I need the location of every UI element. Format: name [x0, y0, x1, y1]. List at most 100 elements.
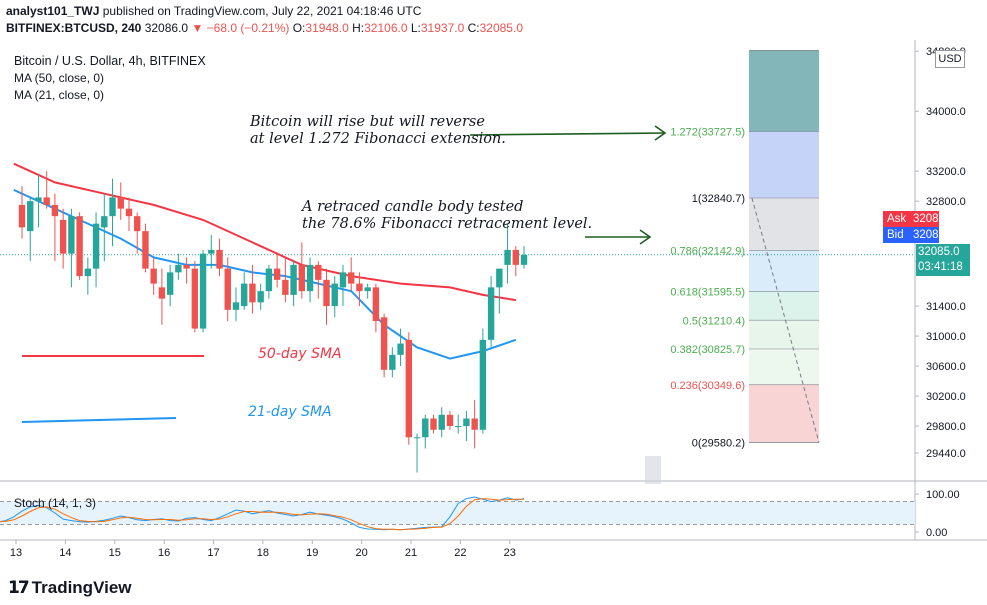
- time-tick-label: 14: [59, 547, 71, 559]
- candle-body: [27, 201, 34, 232]
- fib-zone: [749, 198, 819, 251]
- fib-level-label: 1(32840.7): [692, 193, 745, 205]
- time-tick-label: 17: [207, 547, 219, 559]
- bid-tag[interactable]: Bid 32085.0: [883, 227, 955, 243]
- time-tick-label: 21: [405, 547, 417, 559]
- candle-body: [199, 253, 207, 329]
- ma21-legend[interactable]: MA (21, close, 0): [14, 88, 105, 102]
- candle-body: [446, 414, 454, 427]
- candle-body: [76, 216, 83, 277]
- candle-body: [232, 302, 240, 310]
- retrace-arrow-head: [639, 229, 652, 245]
- price-tick-label: 31000.0: [926, 331, 966, 343]
- stoch-legend[interactable]: Stoch (14, 1, 3): [14, 496, 97, 510]
- tradingview-logo-icon: 𝟭𝟳: [8, 578, 30, 597]
- candle-body: [504, 249, 511, 265]
- high-value: 32106.0: [364, 21, 408, 35]
- candle-body: [438, 414, 445, 430]
- fib-zone: [749, 349, 819, 385]
- price-tick-label: 29440.0: [926, 448, 966, 460]
- price-tick-label: 34000.0: [926, 106, 966, 118]
- candle-body: [257, 291, 264, 303]
- candle-body: [397, 343, 404, 355]
- fib-level-label: 0.382(30825.7): [670, 344, 745, 356]
- sma21-legend-line: [21, 417, 177, 423]
- time-tick-label: 18: [257, 547, 269, 559]
- author-name[interactable]: analyst101_TWJ: [6, 4, 100, 18]
- low-value: 31937.0: [420, 21, 465, 35]
- candle-body: [471, 418, 478, 430]
- candle-body: [389, 354, 396, 370]
- open-label: O:: [292, 21, 306, 35]
- bar-countdown: 03:41:18: [918, 261, 963, 273]
- candle-body: [520, 254, 528, 265]
- candle-body: [339, 272, 347, 288]
- ask-tag[interactable]: Ask 32086.0: [883, 211, 955, 227]
- candle-body: [249, 283, 256, 303]
- fib-level-label: 1.272(33727.5): [670, 127, 745, 139]
- candle-body: [306, 264, 314, 292]
- candle-body: [479, 339, 487, 430]
- candle-body: [150, 268, 157, 284]
- rise-arrow: [469, 132, 666, 136]
- candle-body: [68, 216, 75, 254]
- candle-body: [43, 197, 50, 205]
- candle-body: [109, 197, 116, 217]
- close-value: 32085.0: [479, 21, 523, 35]
- time-tick-label: 16: [158, 547, 170, 559]
- rise-arrow-head: [654, 125, 667, 141]
- price-tick-label: 31400.0: [926, 301, 966, 313]
- candle-body: [463, 418, 470, 427]
- price-tick-label: 32800.0: [926, 196, 966, 208]
- time-tick-label: 19: [306, 547, 318, 559]
- candle-body: [51, 204, 59, 217]
- time-tick-label: 15: [109, 547, 121, 559]
- fib-zone: [749, 50, 819, 132]
- candle-body: [454, 426, 462, 428]
- chart-title: Bitcoin / U.S. Dollar, 4h, BITFINEX: [14, 54, 206, 68]
- tradingview-wordmark: TradingView: [31, 578, 132, 597]
- fib-level-label: 0.236(30349.6): [670, 380, 745, 392]
- candle-body: [265, 268, 273, 292]
- rise-annotation-line2: at level 1.272 Fibonacci extension.: [250, 131, 506, 147]
- time-tick-label: 13: [10, 547, 22, 559]
- candle-body: [18, 204, 26, 228]
- candle-body: [364, 287, 371, 292]
- candle-body: [117, 197, 124, 209]
- currency-button[interactable]: USD: [935, 50, 965, 68]
- candle-body: [241, 283, 248, 307]
- time-tick-label: 23: [504, 547, 516, 559]
- ohlc-bar: BITFINEX:BTCUSD, 240 32086.0 ▼ −68.0 (−0…: [6, 21, 523, 35]
- candle-body: [273, 268, 281, 280]
- fib-zone: [749, 384, 819, 443]
- fib-level-label: 0.618(31595.5): [670, 286, 745, 298]
- stoch-d-line: [0, 498, 524, 531]
- candle-body: [331, 283, 338, 307]
- tradingview-logo[interactable]: 𝟭𝟳 TradingView: [8, 578, 132, 598]
- time-tick-label: 22: [454, 547, 466, 559]
- candle-body: [92, 223, 100, 269]
- fib-level-label: 0(29580.2): [692, 438, 745, 450]
- candle-body: [224, 268, 231, 310]
- bid-label: Bid: [887, 229, 904, 241]
- price-chart[interactable]: 34800.034000.033200.032800.032000.031400…: [0, 40, 987, 605]
- last-price-value: 32085.0: [918, 246, 960, 258]
- ma50-legend[interactable]: MA (50, close, 0): [14, 71, 105, 85]
- candle-body: [298, 264, 306, 292]
- retrace-annotation-line1: A retraced candle body tested: [302, 199, 524, 215]
- candle-body: [380, 317, 388, 370]
- candle-body: [348, 272, 355, 284]
- candle-body: [496, 268, 503, 288]
- close-label: C:: [467, 21, 480, 35]
- stoch-tick-label: 0.00: [926, 527, 947, 539]
- candle-body: [356, 283, 363, 292]
- sma50-label: 50-day SMA: [258, 346, 342, 362]
- last-price: 32086.0: [144, 21, 189, 35]
- candle-body: [512, 249, 519, 265]
- published-text: published on TradingView.com, July 22, 2…: [102, 4, 422, 18]
- price-tick-label: 30600.0: [926, 361, 966, 373]
- sma21-label: 21-day SMA: [248, 404, 332, 420]
- candle-body: [166, 272, 174, 295]
- fib-zone: [749, 250, 819, 292]
- time-highlight: [645, 456, 661, 484]
